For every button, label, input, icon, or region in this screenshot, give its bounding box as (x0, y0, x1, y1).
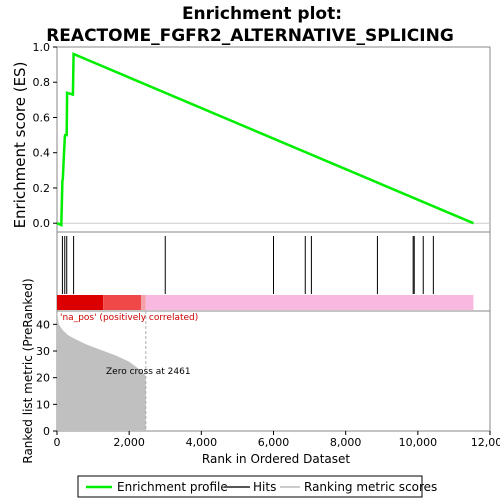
metric-y-tick-label: 40 (36, 318, 50, 331)
es-y-tick-label: 0.2 (33, 182, 51, 195)
es-y-axis-label: Enrichment score (ES) (11, 62, 29, 229)
x-tick-label: 12,000 (471, 436, 500, 449)
chart-title-line1: Enrichment plot: (182, 4, 342, 24)
legend-label-ranking-metric: Ranking metric scores (304, 480, 437, 494)
color-bar-segment (146, 295, 474, 310)
es-panel: 0.0 0.2 0.4 0.6 0.8 1.0 Enrichment score (ES) (11, 41, 490, 232)
color-bar-segment (141, 295, 146, 310)
color-bar-segment (103, 295, 141, 310)
metric-y-ticks: 0 10 20 30 40 (36, 318, 57, 438)
es-y-ticks: 0.0 0.2 0.4 0.6 0.8 1.0 (33, 41, 58, 230)
es-y-tick-label: 0.4 (33, 147, 51, 160)
es-y-tick-label: 0.6 (33, 111, 51, 124)
es-y-tick-label: 0.0 (33, 217, 51, 230)
es-y-tick-label: 1.0 (33, 41, 51, 54)
chart-title-line2: REACTOME_FGFR2_ALTERNATIVE_SPLICING (46, 26, 454, 46)
metric-y-tick-label: 10 (36, 398, 50, 411)
hits-panel (57, 232, 490, 311)
zero-cross-label: Zero cross at 2461 (106, 367, 191, 377)
metric-y-axis-label: Ranked list metric (PreRanked) (21, 278, 35, 463)
x-tick-label: 2,000 (113, 436, 145, 449)
ranking-color-bar (57, 295, 473, 310)
legend-label-hits: Hits (253, 480, 276, 494)
x-tick-label: 8,000 (330, 436, 362, 449)
es-y-tick-label: 0.8 (33, 76, 51, 89)
metric-x-ticks: 0 2,000 4,000 6,000 8,000 10,000 12,000 (54, 431, 500, 449)
x-axis-label: Rank in Ordered Dataset (202, 452, 350, 466)
x-tick-label: 10,000 (399, 436, 438, 449)
legend: Enrichment profile Hits Ranking metric s… (78, 476, 437, 497)
x-tick-label: 6,000 (258, 436, 290, 449)
metric-y-tick-label: 0 (43, 425, 50, 438)
metric-y-tick-label: 20 (36, 372, 50, 385)
x-tick-label: 4,000 (186, 436, 218, 449)
x-tick-label: 0 (54, 436, 61, 449)
legend-label-enrichment-profile: Enrichment profile (117, 480, 228, 494)
metric-y-tick-label: 30 (36, 345, 50, 358)
positive-correlation-label: 'na_pos' (positively correlated) (60, 313, 198, 323)
color-bar-segment (57, 295, 103, 310)
